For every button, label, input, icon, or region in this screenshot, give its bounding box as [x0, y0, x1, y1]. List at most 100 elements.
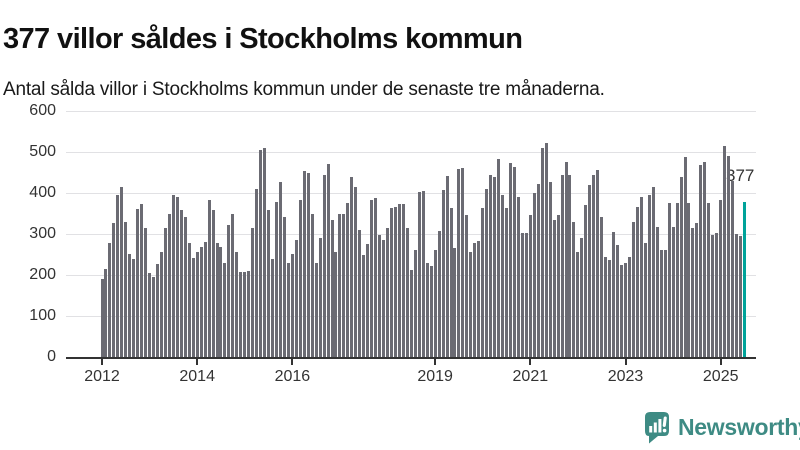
- bar: [711, 234, 715, 357]
- bar: [112, 223, 116, 357]
- bar: [386, 228, 390, 357]
- bar: [631, 221, 635, 357]
- bar: [136, 209, 140, 357]
- bar: [116, 195, 120, 357]
- bar: [159, 251, 163, 357]
- bar: [278, 181, 282, 357]
- y-tick-label: 400: [29, 184, 56, 201]
- bar: [374, 198, 378, 357]
- bar: [520, 232, 524, 357]
- bar: [524, 232, 528, 357]
- x-tick-label: 2016: [274, 368, 311, 385]
- bar: [227, 224, 231, 357]
- bar: [167, 213, 171, 357]
- y-tick-label: 600: [29, 102, 56, 119]
- bar: [616, 245, 620, 357]
- bar: [508, 163, 512, 357]
- bar: [473, 242, 477, 357]
- bar: [104, 269, 108, 357]
- bar: [437, 230, 441, 357]
- bar: [370, 199, 374, 357]
- bar: [140, 204, 144, 357]
- x-tick: [434, 359, 437, 365]
- bar: [187, 243, 191, 357]
- y-tick-label: 0: [47, 348, 56, 365]
- bar: [489, 174, 493, 357]
- x-tick: [529, 359, 532, 365]
- bar: [235, 251, 239, 357]
- bar: [512, 166, 516, 357]
- bar: [627, 256, 631, 357]
- bar: [501, 195, 505, 357]
- bar: [528, 215, 532, 357]
- bar: [663, 250, 667, 357]
- bar: [485, 188, 489, 357]
- bar: [655, 226, 659, 357]
- bar: [409, 270, 413, 357]
- bar: [580, 238, 584, 357]
- bar: [207, 199, 211, 357]
- bar: [108, 242, 112, 357]
- bar: [727, 156, 731, 357]
- x-tick: [719, 359, 722, 365]
- bar: [449, 208, 453, 357]
- bar: [282, 217, 286, 357]
- bar: [152, 276, 156, 357]
- x-tick-label: 2019: [417, 368, 453, 385]
- bar: [124, 221, 128, 357]
- bar: [326, 164, 330, 357]
- bar: [354, 187, 358, 357]
- bar: [667, 203, 671, 357]
- x-tick: [101, 359, 103, 365]
- bar: [477, 240, 481, 357]
- bar: [481, 208, 485, 357]
- bar: [560, 174, 564, 357]
- x-tick-label: 2025: [702, 368, 739, 385]
- bar: [215, 242, 219, 357]
- bar: [322, 174, 326, 357]
- bar: [286, 263, 290, 357]
- brand-name: Newsworthy: [678, 414, 800, 440]
- bar: [544, 143, 548, 357]
- bar: [497, 158, 501, 357]
- bar: [318, 237, 322, 357]
- bar: [445, 176, 449, 357]
- bar: [707, 203, 711, 357]
- bar: [156, 263, 160, 357]
- bar: [516, 196, 520, 357]
- bar: [691, 228, 695, 357]
- bar: [624, 263, 627, 357]
- bar: [382, 240, 386, 357]
- bar: [259, 149, 263, 357]
- bar: [600, 216, 604, 357]
- bar: [255, 189, 259, 357]
- bar: [191, 258, 195, 357]
- bar: [338, 213, 342, 357]
- bar: [453, 248, 457, 357]
- page-title: 377 villor såldes i Stockholms kommun: [3, 23, 523, 56]
- bar: [203, 241, 207, 357]
- bar: [183, 217, 187, 357]
- bar: [275, 201, 278, 357]
- bar: [175, 196, 179, 357]
- y-tick-label: 200: [29, 266, 56, 283]
- bar: [536, 183, 540, 357]
- bar: [231, 213, 235, 357]
- bar: [505, 208, 509, 357]
- newsworthy-logo-icon: [645, 412, 669, 444]
- bar: [128, 254, 132, 357]
- bar: [120, 187, 124, 357]
- gridline: [66, 234, 756, 235]
- bar: [306, 172, 310, 357]
- x-tick: [196, 359, 199, 365]
- bar: [683, 157, 687, 357]
- bar: [588, 185, 592, 357]
- bar: [310, 213, 314, 357]
- bar: [532, 193, 536, 357]
- bar: [393, 206, 397, 357]
- bar: [441, 190, 445, 357]
- bar: [695, 223, 699, 357]
- bar: [247, 270, 251, 357]
- bar: [548, 181, 552, 357]
